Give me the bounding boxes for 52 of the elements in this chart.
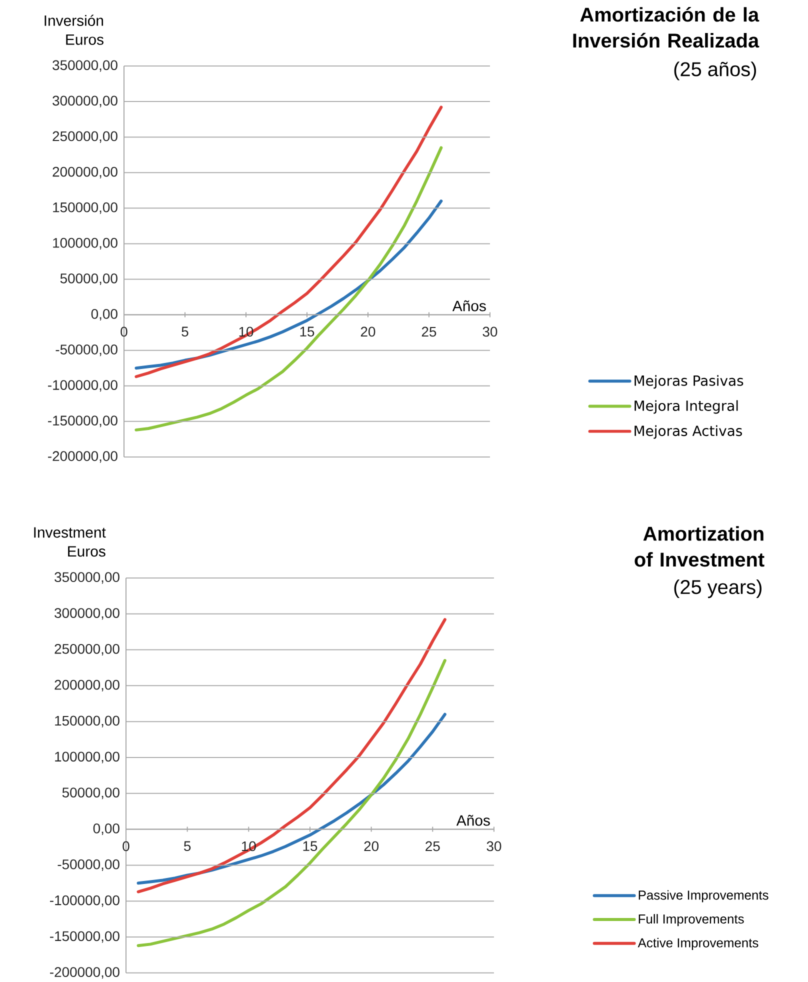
- y-tick-label: 250000,00: [52, 131, 118, 143]
- y-axis-title: Inversión Euros: [44, 14, 104, 45]
- legend-label: Full Improvements: [638, 914, 744, 926]
- text: Amortization of Investment: [634, 526, 764, 567]
- x-tick-label: 5: [184, 841, 191, 852]
- x-tick-label: 25: [422, 326, 436, 337]
- y-tick-label: -150000,00: [50, 931, 120, 943]
- legend-label: Mejora Integral: [634, 400, 738, 414]
- y-tick-label: 150000,00: [55, 716, 120, 728]
- y-tick-label: 50000,00: [62, 788, 120, 800]
- legend-label: Mejoras Pasivas: [634, 375, 744, 389]
- legend-label: Active Improvements: [638, 938, 758, 950]
- x-tick-label: 5: [182, 326, 188, 337]
- y-tick-label: 100000,00: [55, 752, 120, 764]
- y-tick-label: -50000,00: [56, 344, 118, 356]
- y-tick-label: 300000,00: [52, 96, 118, 108]
- x-tick-label: 15: [300, 326, 314, 337]
- legend-label: Mejoras Activas: [634, 425, 742, 439]
- y-tick-label: 250000,00: [54, 644, 120, 656]
- x-tick-label: 25: [426, 841, 440, 852]
- y-tick-label: 200000,00: [54, 680, 120, 692]
- x-tick-label: 15: [303, 841, 318, 852]
- y-tick-label: 300000,00: [54, 608, 120, 620]
- y-tick-label: -200000,00: [48, 451, 118, 463]
- y-tick-label: 0,00: [93, 824, 120, 836]
- y-tick-label: -100000,00: [48, 380, 118, 392]
- y-tick-label: -50000,00: [58, 859, 120, 871]
- y-tick-label: -150000,00: [48, 416, 118, 428]
- x-tick-label: 0: [122, 841, 130, 852]
- y-tick-label: 0,00: [91, 309, 118, 321]
- y-tick-label: 100000,00: [53, 238, 118, 250]
- y-tick-label: 50000,00: [60, 273, 118, 285]
- text: (25 years): [674, 579, 762, 598]
- y-tick-label: 200000,00: [52, 166, 118, 178]
- x-tick-label: 30: [486, 841, 502, 852]
- x-tick-label: 20: [364, 841, 379, 852]
- y-tick-label: 150000,00: [53, 202, 118, 214]
- line-series: [136, 659, 446, 948]
- legend-label: Passive Improvements: [638, 890, 768, 902]
- line-series: [136, 618, 446, 894]
- y-tick-label: -200000,00: [50, 967, 120, 979]
- x-axis-title: Años: [456, 814, 490, 826]
- x-tick-label: 30: [482, 326, 498, 337]
- x-tick-label: 0: [120, 326, 128, 337]
- y-axis-title: Investment Euros: [34, 527, 106, 557]
- y-tick-label: -100000,00: [50, 895, 120, 907]
- text: Amortización de la Inversión Realizada: [573, 6, 760, 48]
- y-tick-label: 350000,00: [52, 60, 118, 72]
- x-axis-title: Años: [452, 300, 486, 312]
- x-tick-label: 20: [360, 326, 376, 337]
- y-tick-label: 350000,00: [54, 572, 120, 584]
- text: (25 años): [674, 62, 756, 80]
